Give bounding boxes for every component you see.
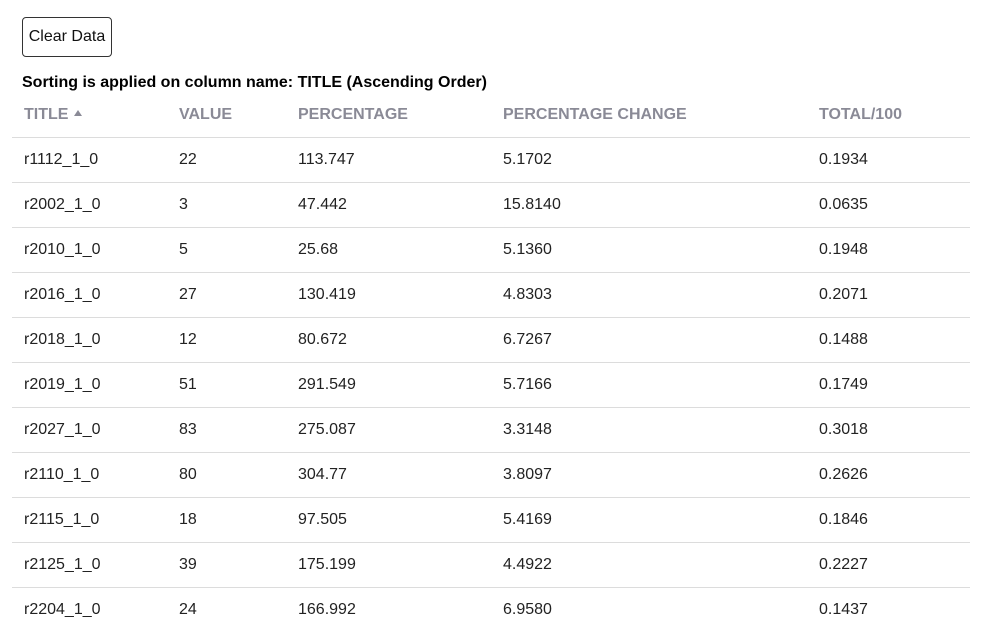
cell-value: 12 [167, 317, 286, 363]
cell-percentage: 97.505 [286, 497, 491, 543]
table-row: r2115_1_0 18 97.505 5.4169 0.1846 [12, 497, 970, 543]
cell-percentage-change: 3.8097 [491, 452, 807, 498]
cell-percentage-change: 15.8140 [491, 182, 807, 228]
cell-total: 0.2626 [807, 452, 970, 498]
cell-total: 0.2227 [807, 542, 970, 588]
column-header-label: TITLE [24, 105, 69, 123]
cell-value: 3 [167, 182, 286, 228]
cell-percentage: 175.199 [286, 542, 491, 588]
cell-title: r1112_1_0 [12, 137, 167, 183]
cell-title: r2018_1_0 [12, 317, 167, 363]
cell-value: 22 [167, 137, 286, 183]
column-header-label: VALUE [179, 105, 233, 123]
cell-percentage-change: 6.9580 [503, 601, 552, 618]
cell-title: r2019_1_0 [12, 362, 167, 408]
table-row: r2110_1_0 80 304.77 3.8097 0.2626 [12, 452, 970, 498]
cell-value: 51 [167, 362, 286, 408]
column-header-percentage-change[interactable]: PERCENTAGE CHANGE [491, 92, 807, 138]
cell-percentage-change: 5.7166 [491, 362, 807, 408]
cell-total: 0.1934 [807, 137, 970, 183]
cell-value: 80 [167, 452, 286, 498]
cell-percentage-change: 5.4169 [491, 497, 807, 543]
cell-total: 0.1948 [807, 227, 970, 273]
clear-data-button[interactable]: Clear Data [22, 17, 112, 57]
cell-percentage: 166.992 [298, 601, 356, 618]
cell-total: 0.2071 [807, 272, 970, 318]
cell-percentage: 275.087 [286, 407, 491, 453]
sort-status-text: Sorting is applied on column name: TITLE… [22, 74, 487, 91]
column-header-percentage[interactable]: PERCENTAGE [286, 92, 491, 138]
table-row: r2019_1_0 51 291.549 5.7166 0.1749 [12, 362, 970, 408]
cell-title: r2115_1_0 [12, 497, 167, 543]
cell-percentage: 130.419 [286, 272, 491, 318]
cell-percentage-change: 5.1360 [491, 227, 807, 273]
table-row: r2016_1_0 27 130.419 4.8303 0.2071 [12, 272, 970, 318]
column-header-label: TOTAL/100 [819, 105, 902, 123]
header-row: TITLE VALUE PERCENTAGE PERCENTAGE CHANGE… [12, 92, 970, 138]
cell-title: r2125_1_0 [12, 542, 167, 588]
cell-title: r2016_1_0 [12, 272, 167, 318]
cell-title: r2002_1_0 [12, 182, 167, 228]
data-table: TITLE VALUE PERCENTAGE PERCENTAGE CHANGE… [12, 92, 970, 632]
table-row: r1112_1_0 22 113.747 5.1702 0.1934 [12, 137, 970, 183]
cell-percentage: 291.549 [286, 362, 491, 408]
cell-title: r2110_1_0 [12, 452, 167, 498]
cell-total: 0.1846 [807, 497, 970, 543]
table-row: r2018_1_0 12 80.672 6.7267 0.1488 [12, 317, 970, 363]
cell-value: 39 [167, 542, 286, 588]
cell-total: 0.0635 [807, 182, 970, 228]
column-header-label: PERCENTAGE [298, 105, 408, 123]
cell-percentage: 80.672 [286, 317, 491, 363]
cell-percentage: 25.68 [286, 227, 491, 273]
cell-total: 0.1749 [807, 362, 970, 408]
table-header: TITLE VALUE PERCENTAGE PERCENTAGE CHANGE… [12, 92, 970, 138]
cell-percentage-change: 4.4922 [491, 542, 807, 588]
cell-title: r2027_1_0 [12, 407, 167, 453]
cell-percentage: 304.77 [286, 452, 491, 498]
column-header-total[interactable]: TOTAL/100 [807, 92, 970, 138]
cell-percentage-change: 5.1702 [491, 137, 807, 183]
cell-total: 0.3018 [807, 407, 970, 453]
column-header-label: PERCENTAGE CHANGE [503, 105, 687, 123]
cell-value: 83 [167, 407, 286, 453]
cell-percentage-change: 3.3148 [491, 407, 807, 453]
table-row: r2002_1_0 3 47.442 15.8140 0.0635 [12, 182, 970, 228]
table-row: r2027_1_0 83 275.087 3.3148 0.3018 [12, 407, 970, 453]
cell-percentage: 113.747 [286, 137, 491, 183]
cell-value: 18 [167, 497, 286, 543]
table-row: r2125_1_0 39 175.199 4.4922 0.2227 [12, 542, 970, 588]
cell-title: r2204_1_0 [24, 601, 101, 618]
column-header-value[interactable]: VALUE [167, 92, 286, 138]
table-body: r1112_1_0 22 113.747 5.1702 0.1934 r2002_1_0 3… [12, 137, 970, 632]
cell-percentage: 47.442 [286, 182, 491, 228]
cell-value: 27 [167, 272, 286, 318]
sort-ascending-icon [74, 109, 83, 116]
cell-title: r2010_1_0 [12, 227, 167, 273]
table-row: r2204_1_0 24 166.992 6.9580 0.1437 [12, 588, 970, 632]
table-row: r2010_1_0 5 25.68 5.1360 0.1948 [12, 227, 970, 273]
cell-total: 0.1488 [807, 317, 970, 363]
column-header-title[interactable]: TITLE [12, 92, 167, 138]
cell-value: 5 [167, 227, 286, 273]
cell-percentage-change: 6.7267 [491, 317, 807, 363]
cell-total: 0.1437 [819, 601, 868, 618]
cell-value: 24 [179, 601, 197, 618]
cell-percentage-change: 4.8303 [491, 272, 807, 318]
